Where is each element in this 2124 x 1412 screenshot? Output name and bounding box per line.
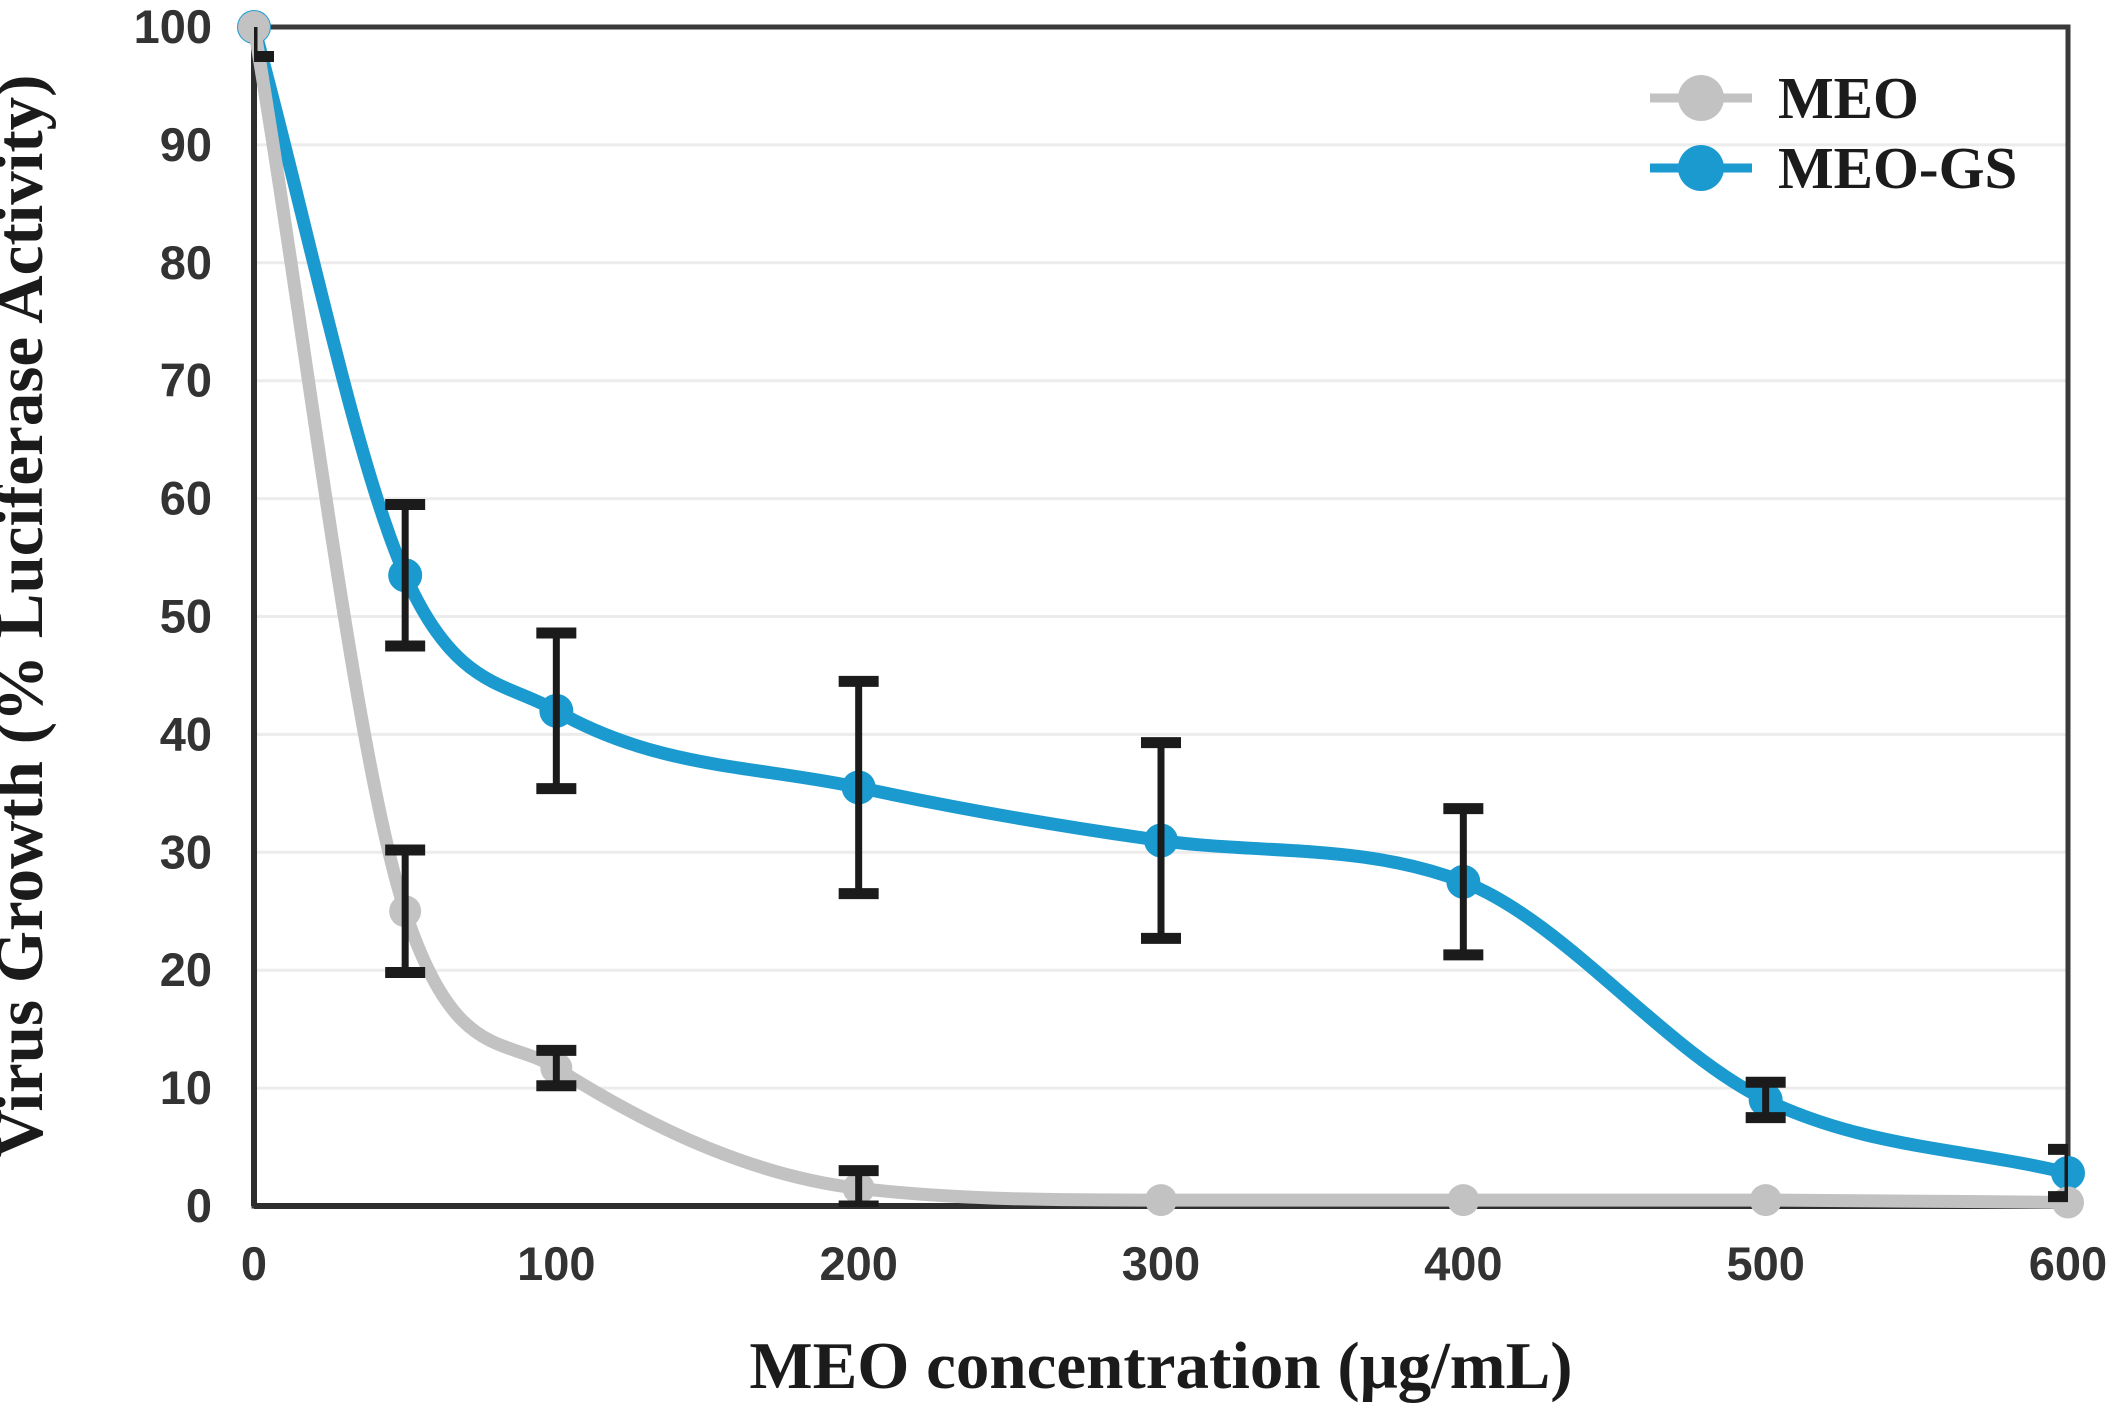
legend-item-MEO-GS: MEO-GS [1650, 135, 2017, 201]
y-tick-90: 90 [160, 118, 212, 171]
x-tick-300: 300 [1122, 1237, 1200, 1290]
y-tick-20: 20 [160, 943, 212, 996]
error-bar-MEO-x50 [385, 844, 426, 979]
error-bar-MEO-GS-x50 [385, 498, 426, 652]
x-tick-labels: 0 100 200 300 400 500 600 [241, 1237, 2107, 1290]
x-tick-100: 100 [517, 1237, 595, 1290]
y-tick-0: 0 [186, 1179, 212, 1232]
y-tick-40: 40 [160, 707, 212, 760]
x-tick-400: 400 [1424, 1237, 1502, 1290]
x-tick-0: 0 [241, 1237, 267, 1290]
y-tick-30: 30 [160, 825, 212, 878]
legend-label-MEO-GS: MEO-GS [1778, 135, 2017, 201]
x-tick-200: 200 [819, 1237, 897, 1290]
error-bar-MEO-GS-x100 [536, 627, 577, 795]
marker-MEO-x500 [1749, 1184, 1782, 1217]
error-bar-MEO-x200 [838, 1165, 879, 1207]
error-bar-MEO-GS-x500 [1745, 1076, 1786, 1124]
y-tick-labels: 0 10 20 30 40 50 60 70 80 90 100 [134, 0, 212, 1232]
error-bar-MEO-x0 [254, 27, 274, 62]
y-tick-10: 10 [160, 1061, 212, 1114]
legend-item-MEO: MEO [1650, 65, 1919, 131]
error-bar-MEO-GS-x300 [1141, 737, 1181, 944]
x-tick-500: 500 [1726, 1237, 1804, 1290]
marker-MEO-x400 [1447, 1184, 1480, 1217]
y-tick-80: 80 [160, 236, 212, 289]
x-axis-title: MEO concentration (μg/mL) [749, 1329, 1572, 1403]
y-tick-50: 50 [160, 590, 212, 643]
legend-marker-MEO-GS [1678, 145, 1724, 191]
error-bar-MEO-GS-x400 [1443, 803, 1484, 961]
gridlines [254, 143, 2068, 1090]
x-tick-600: 600 [2029, 1237, 2107, 1290]
error-bar-MEO-GS-x600 [2048, 1143, 2068, 1203]
error-bars [254, 27, 2068, 1207]
error-bar-MEO-GS-x200 [838, 675, 879, 900]
series-line-MEO [247, 20, 2075, 1209]
error-bar-MEO-x100 [536, 1044, 577, 1092]
y-tick-70: 70 [160, 354, 212, 407]
y-tick-100: 100 [134, 0, 212, 53]
y-axis-title: Virus Growth (% Luciferase Activity) [0, 75, 57, 1158]
marker-MEO-x300 [1145, 1184, 1177, 1217]
data-series [237, 10, 2085, 1219]
y-tick-60: 60 [160, 472, 212, 525]
legend-label-MEO: MEO [1778, 65, 1919, 131]
legend-marker-MEO [1678, 75, 1724, 121]
